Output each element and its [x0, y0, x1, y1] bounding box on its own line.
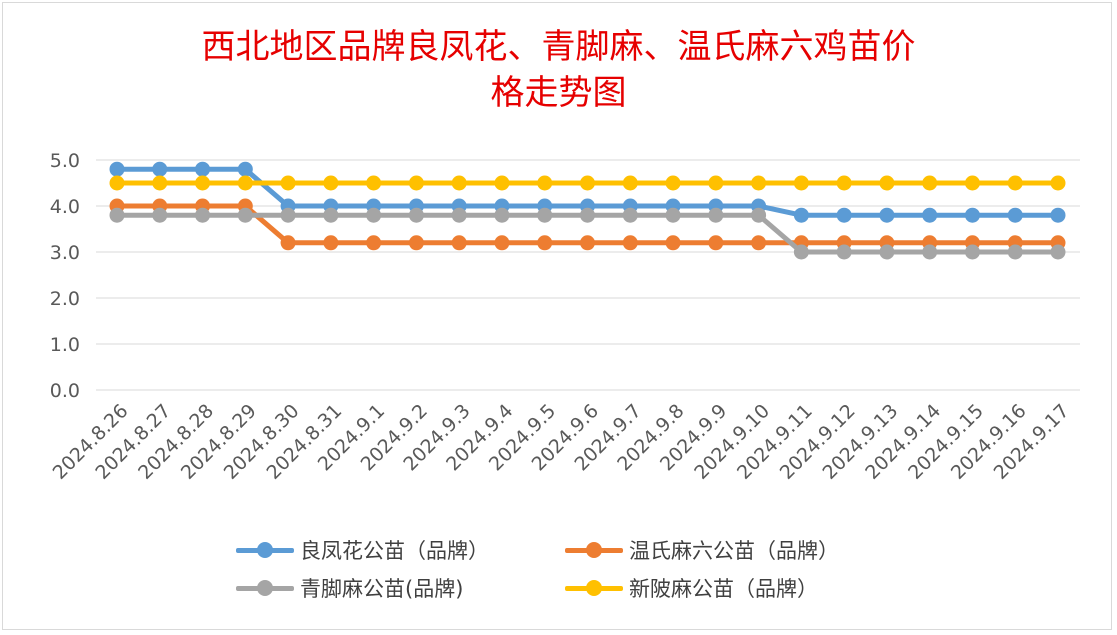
data-point-s3-8: [451, 175, 467, 191]
data-point-s0-19: [922, 207, 938, 223]
y-tick-label: 2.0: [50, 288, 80, 310]
data-point-s0-21: [1007, 207, 1023, 223]
data-point-s1-10: [537, 235, 553, 251]
data-point-s2-20: [964, 244, 980, 260]
data-point-s0-3: [237, 161, 253, 177]
data-point-s1-13: [665, 235, 681, 251]
data-point-s3-4: [280, 175, 296, 191]
data-point-s3-12: [622, 175, 638, 191]
data-point-s3-10: [537, 175, 553, 191]
data-point-s3-6: [366, 175, 382, 191]
data-point-s3-17: [836, 175, 852, 191]
legend-item-xinpima: 新陂麻公苗（品牌）: [565, 570, 818, 606]
data-point-s3-0: [109, 175, 125, 191]
data-point-s2-22: [1050, 244, 1066, 260]
chart-title: 西北地区品牌良凤花、青脚麻、温氏麻六鸡苗价 格走势图: [0, 24, 1117, 116]
legend-marker: [236, 570, 294, 606]
data-point-s0-2: [195, 161, 211, 177]
legend-item-qingjiaoma: 青脚麻公苗(品牌): [236, 570, 463, 606]
data-point-s1-11: [580, 235, 595, 251]
legend-dot: [257, 542, 273, 558]
data-point-s3-14: [708, 175, 724, 191]
data-point-s1-7: [408, 235, 424, 251]
data-point-s3-5: [323, 175, 339, 191]
data-point-s2-0: [109, 207, 125, 223]
data-point-s3-20: [964, 175, 980, 191]
data-point-s3-22: [1050, 175, 1066, 191]
data-point-s1-8: [451, 235, 467, 251]
data-point-s2-16: [793, 244, 809, 260]
data-point-s0-20: [964, 207, 980, 223]
data-point-s3-3: [237, 175, 253, 191]
y-tick-label: 0.0: [50, 380, 80, 402]
data-point-s3-15: [751, 175, 767, 191]
data-point-s2-21: [1007, 244, 1023, 260]
data-point-s2-4: [280, 207, 296, 223]
chart-title-line-2: 格走势图: [490, 73, 627, 113]
data-point-s2-7: [408, 207, 424, 223]
data-point-s2-5: [323, 207, 339, 223]
data-point-s2-18: [879, 244, 895, 260]
legend-marker: [236, 532, 294, 568]
data-point-s2-10: [537, 207, 553, 223]
data-point-s2-12: [622, 207, 638, 223]
y-tick-label: 1.0: [50, 334, 80, 356]
legend-dot: [586, 580, 602, 596]
data-point-s3-21: [1007, 175, 1023, 191]
data-point-s2-17: [836, 244, 852, 260]
data-point-s1-12: [622, 235, 638, 251]
data-point-s2-3: [237, 207, 253, 223]
data-point-s1-14: [708, 235, 724, 251]
data-point-s2-14: [708, 207, 724, 223]
legend-marker: [565, 532, 623, 568]
data-point-s0-0: [109, 161, 125, 177]
data-point-s0-22: [1050, 207, 1066, 223]
data-point-s2-13: [665, 207, 681, 223]
data-point-s3-13: [665, 175, 681, 191]
data-point-s0-17: [836, 207, 852, 223]
data-point-s0-18: [879, 207, 895, 223]
data-point-s2-6: [366, 207, 382, 223]
data-point-s2-19: [922, 244, 938, 260]
data-point-s3-1: [152, 175, 168, 191]
data-point-s2-9: [494, 207, 510, 223]
legend-label: 青脚麻公苗(品牌): [300, 577, 464, 601]
legend-label: 良凤花公苗（品牌）: [300, 539, 489, 563]
data-point-s3-19: [922, 175, 938, 191]
data-point-s1-4: [280, 235, 296, 251]
data-point-s2-11: [580, 207, 595, 223]
y-tick-label: 5.0: [50, 150, 80, 172]
legend-marker: [565, 570, 623, 606]
legend-dot: [257, 580, 273, 596]
legend-dot: [586, 542, 602, 558]
data-point-s1-15: [751, 235, 767, 251]
data-point-s2-15: [751, 207, 767, 223]
data-point-s2-2: [195, 207, 211, 223]
data-point-s3-11: [580, 175, 595, 191]
data-point-s3-16: [793, 175, 809, 191]
data-point-s3-7: [408, 175, 424, 191]
data-point-s1-9: [494, 235, 510, 251]
data-point-s3-18: [879, 175, 895, 191]
y-tick-label: 3.0: [50, 242, 80, 264]
data-point-s2-1: [152, 207, 168, 223]
chart-title-line-1: 西北地区品牌良凤花、青脚麻、温氏麻六鸡苗价: [201, 27, 916, 67]
data-point-s0-16: [793, 207, 809, 223]
data-point-s1-6: [366, 235, 382, 251]
data-point-s3-2: [195, 175, 211, 191]
legend-item-wenshi: 温氏麻六公苗（品牌）: [565, 532, 839, 568]
data-point-s0-1: [152, 161, 168, 177]
legend-label: 温氏麻六公苗（品牌）: [629, 539, 839, 563]
legend-label: 新陂麻公苗（品牌）: [629, 577, 818, 601]
data-point-s2-8: [451, 207, 467, 223]
y-tick-label: 4.0: [50, 196, 80, 218]
data-point-s1-5: [323, 235, 339, 251]
data-point-s3-9: [494, 175, 510, 191]
legend-item-liangfenghua: 良凤花公苗（品牌）: [236, 532, 489, 568]
